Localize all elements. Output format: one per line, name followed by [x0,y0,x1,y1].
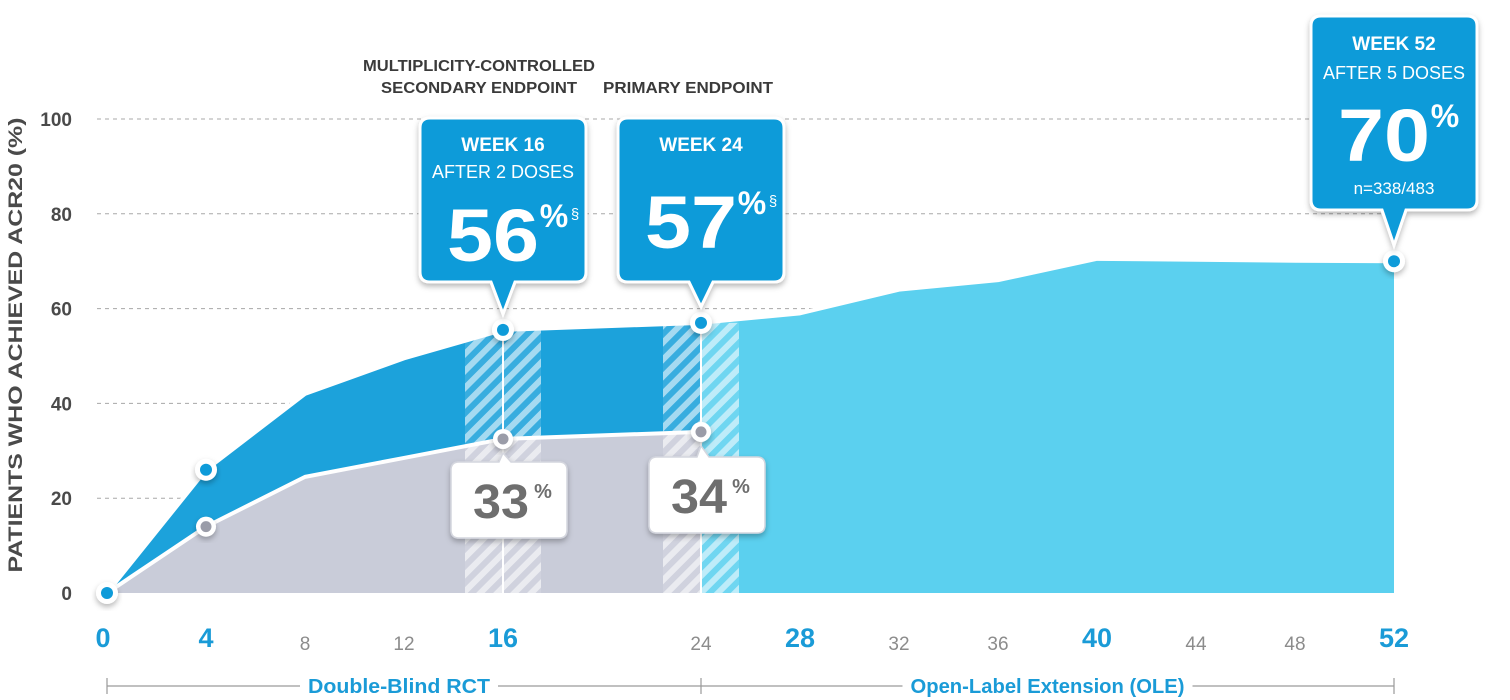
secondary-endpoint-line2: SECONDARY ENDPOINT [381,80,577,97]
callout-week-52-unit: % [1431,98,1459,134]
callout-week-52-doses: AFTER 5 DOSES [1323,63,1465,83]
phase-label-0: Double-Blind RCT [308,676,490,698]
series-markers [96,250,1405,604]
series-1-marker-week-24 [695,316,707,329]
callout-week-16-value: 56 [447,194,539,277]
series-2-marker-week-24 [695,426,707,438]
series-1-line [105,256,1395,595]
phase-label-bg-0 [300,672,498,700]
callout-week-24-box [616,116,786,311]
series-lines [105,256,1395,595]
x-tick-0: 0 [95,623,110,653]
series-2-marker-week-4 [200,521,212,533]
y-tick-20: 20 [51,489,72,510]
series-2-line [105,429,702,595]
comparator-week-24-unit: % [732,476,750,498]
y-axis: 0 20 40 60 80 100 [40,110,72,605]
callout-week-16-unit: % [540,198,568,234]
series-1-marker-week-16 [497,323,509,336]
x-tick-32: 32 [888,634,909,655]
y-tick-80: 80 [51,205,72,226]
callout-week-52: WEEK 52 AFTER 5 DOSES 70 % n=338/483 [1309,14,1479,250]
series-1-marker-week-0 [101,587,113,599]
x-tick-36: 36 [987,634,1008,655]
y-tick-60: 60 [51,300,72,321]
phase-label-1: Open-Label Extension (OLE) [911,676,1185,698]
y-tick-100: 100 [40,110,72,131]
phase-label-bg-1 [902,672,1193,700]
comparator-week-16-value: 33 [473,476,529,529]
secondary-endpoint-line1: MULTIPLICITY-CONTROLLED [363,58,595,75]
series-1-marker-week-52 [1388,255,1400,268]
callout-week-52-n: n=338/483 [1354,179,1435,198]
x-tick-28: 28 [785,623,815,653]
primary-endpoint-label: PRIMARY ENDPOINT [603,80,773,97]
callout-week-16: WEEK 16 AFTER 2 DOSES 56% § [418,116,588,319]
x-tick-12: 12 [393,634,414,655]
callout-week-24-unit: % [738,185,766,221]
comparator-week-24-box [648,444,766,534]
callout-week-16-box [418,116,588,319]
x-tick-40: 40 [1082,623,1112,653]
callout-week-24-value: 57 [645,181,737,264]
callout-week-52-value: 70 [1338,94,1430,177]
y-axis-label: PATIENTS WHO ACHIEVED ACR20 (%) [6,118,27,573]
y-tick-0: 0 [61,584,72,605]
comparator-week-16-box [450,451,568,539]
callout-week-52-box [1309,14,1479,250]
callout-week-16-week: WEEK 16 [461,135,544,156]
callout-week-16-doses: AFTER 2 DOSES [432,162,574,182]
ole-area [701,258,1394,593]
series-1-marker-week-4 [200,463,212,476]
callout-week-24-week: WEEK 24 [659,135,743,156]
phase-bar: Double-Blind RCT Open-Label Extension (OL… [106,672,1395,700]
callout-week-24-mark: § [769,193,777,210]
comparator-week-24-value: 34 [671,471,727,524]
x-tick-24: 24 [690,634,712,655]
comparator-week-24: 34% [648,444,766,534]
callout-week-52-week: WEEK 52 [1352,34,1435,55]
comparator-week-16-unit: % [534,481,552,503]
x-tick-4: 4 [198,623,213,653]
x-tick-48: 48 [1284,634,1305,655]
x-tick-52: 52 [1379,623,1409,653]
endpoint-labels: MULTIPLICITY-CONTROLLED SECONDARY ENDPOI… [363,58,773,97]
callout-week-24: WEEK 24 57% § [616,116,786,311]
x-tick-16: 16 [488,623,518,653]
x-axis: 0 4 8 12 16 24 28 32 36 40 44 48 52 [95,623,1409,655]
x-tick-44: 44 [1185,634,1207,655]
y-tick-40: 40 [51,394,72,415]
x-tick-8: 8 [300,634,311,655]
comparator-week-16: 33% [450,451,568,539]
callout-week-16-mark: § [571,206,579,223]
series-2-marker-week-16 [497,433,509,445]
